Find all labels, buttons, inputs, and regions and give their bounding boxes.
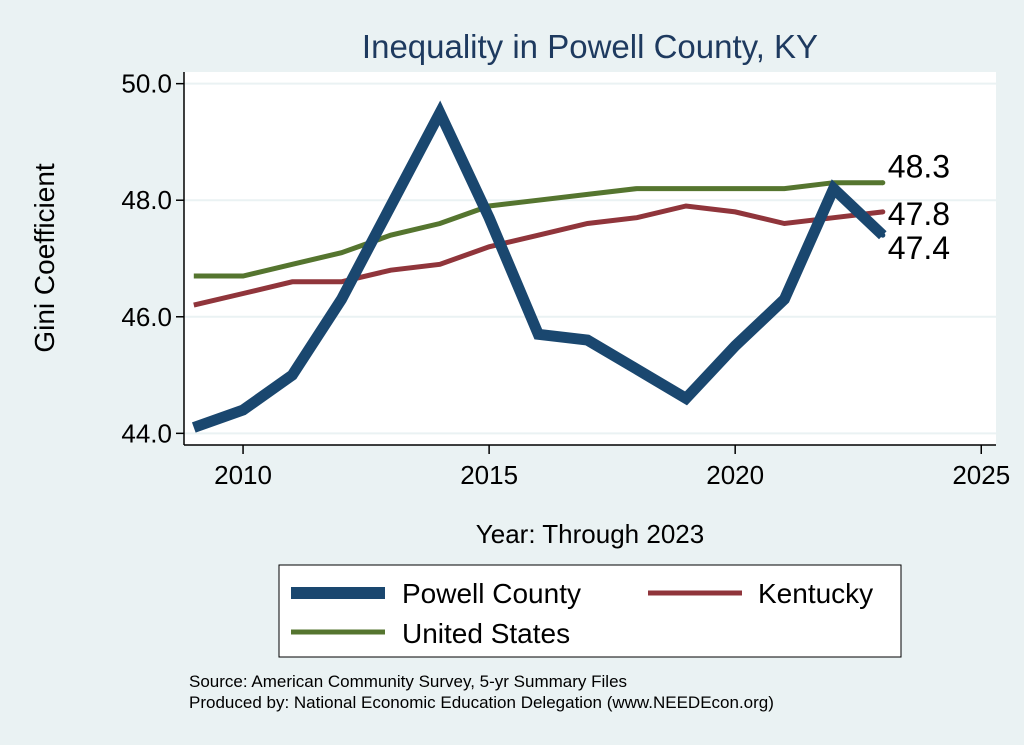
legend-label-united-states: United States [402, 618, 570, 649]
end-point-kentucky [880, 209, 886, 215]
end-point-united-states [880, 180, 886, 186]
y-tick-label: 44.0 [121, 418, 172, 448]
gridlines [184, 82, 996, 435]
series-lines [191, 100, 887, 433]
end-point-powell-county [880, 232, 886, 238]
legend-label-powell-county: Powell County [402, 578, 581, 609]
plot-area [184, 72, 996, 445]
legend-label-kentucky: Kentucky [758, 578, 873, 609]
y-tick-label: 46.0 [121, 302, 172, 332]
x-tick-label: 2025 [952, 460, 1010, 490]
x-axis-label: Year: Through 2023 [476, 519, 704, 549]
end-label-powell-county: 47.4 [888, 230, 950, 266]
y-tick-label: 50.0 [121, 69, 172, 99]
legend-box [278, 564, 902, 658]
producer-note: Produced by: National Economic Education… [189, 693, 774, 712]
axes [176, 72, 996, 454]
end-labels: 47.447.8 48.3 [888, 149, 950, 266]
x-tick-label: 2020 [706, 460, 764, 490]
x-tick-label: 2015 [460, 460, 518, 490]
chart-title: Inequality in Powell County, KY [362, 28, 818, 65]
source-note: Source: American Community Survey, 5-yr … [189, 672, 627, 691]
y-tick-label: 48.0 [121, 185, 172, 215]
series-line-powell-county [191, 100, 887, 433]
series-line-kentucky [193, 203, 884, 308]
legend: Powell County Kentucky United States [278, 564, 902, 658]
end-label-kentucky: 47.8 [888, 196, 950, 232]
x-tick-label: 2010 [214, 460, 272, 490]
series-line-united-states [193, 180, 883, 279]
tick-labels: 44.0 46.0 48.0 50.0 2010 2015 2020 2025 [121, 69, 1010, 490]
y-axis-label: Gini Coefficient [29, 163, 60, 353]
end-label-united-states: 48.3 [888, 149, 950, 185]
